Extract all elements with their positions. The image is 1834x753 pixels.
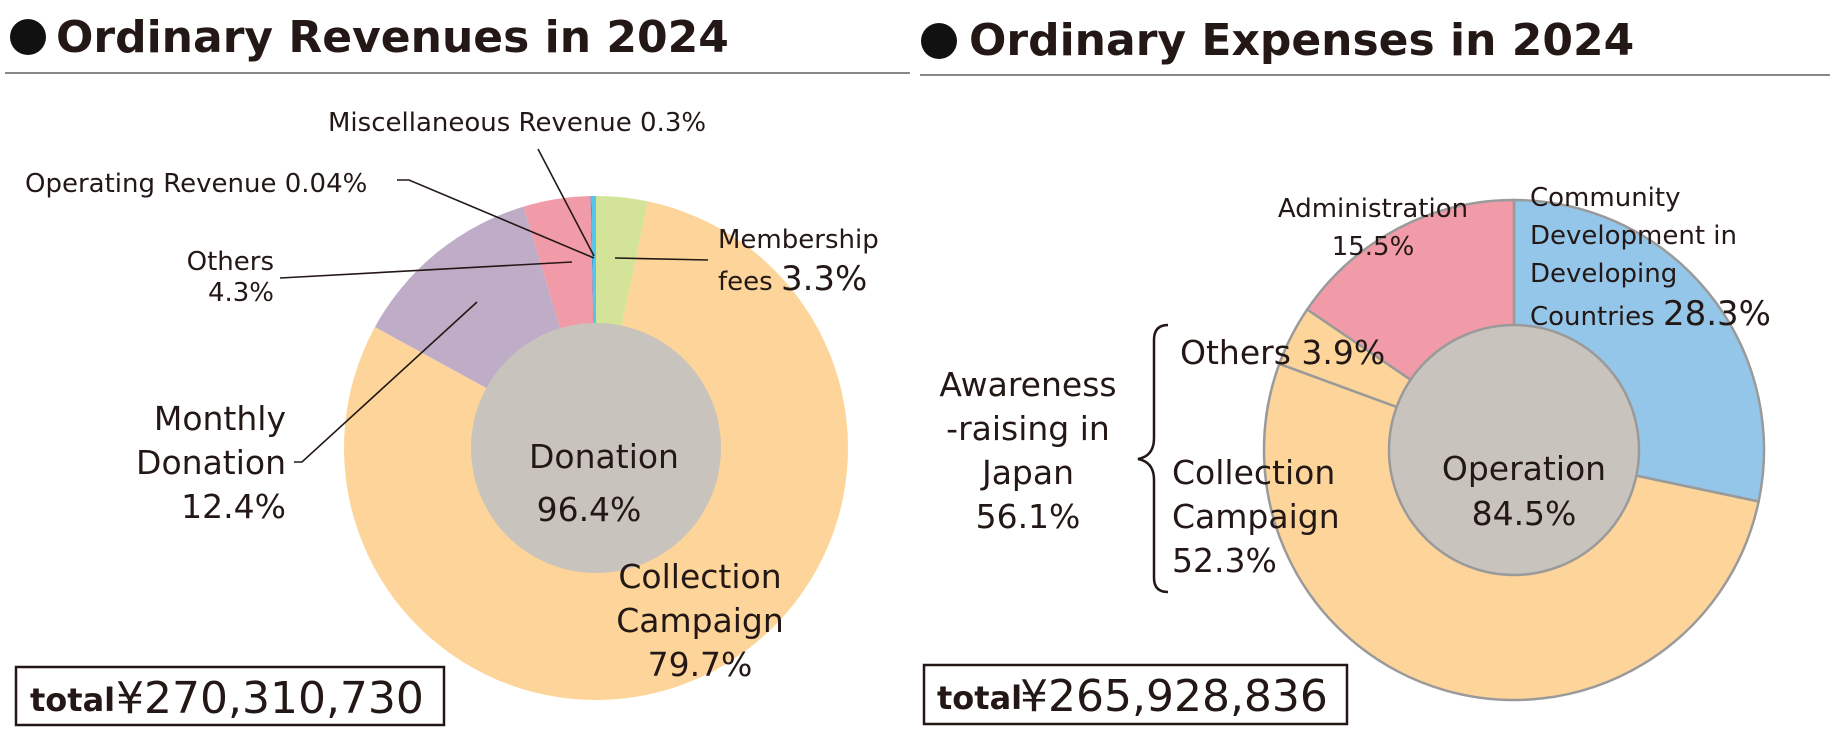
awareness-label-2: -raising in	[946, 409, 1110, 448]
operation-label: Operation	[1442, 449, 1606, 488]
community-label-2: Development in	[1530, 221, 1737, 251]
operating-label: Operating Revenue 0.04%	[25, 169, 367, 199]
leader-monthly	[294, 301, 478, 463]
revenue-panel: Ordinary Revenues in 2024 Miscellaneous …	[5, 12, 910, 727]
expense-panel: Ordinary Expenses in 2024 Community Deve…	[920, 15, 1830, 726]
leader-misc	[537, 148, 595, 257]
revenue-total-box	[14, 665, 446, 727]
misc-label: Miscellaneous Revenue 0.3%	[328, 108, 706, 138]
revenue-inner-disc	[471, 323, 721, 573]
exp-others-label: Others 3.9%	[1180, 333, 1385, 372]
awareness-label: Awareness	[939, 365, 1116, 404]
awareness-value: 56.1%	[976, 497, 1081, 536]
awareness-brace	[1137, 323, 1169, 594]
leader-membership	[614, 257, 709, 261]
exp-collection-label-2: Campaign	[1172, 497, 1340, 536]
expense-title: Ordinary Expenses in 2024	[969, 15, 1634, 66]
title-bullet-icon	[921, 23, 957, 59]
others-label: Others	[187, 247, 274, 277]
membership-label: Membership	[718, 225, 879, 255]
exp-collection-value: 52.3%	[1172, 541, 1277, 580]
awareness-label-3: Japan	[980, 453, 1074, 492]
revenue-title: Ordinary Revenues in 2024	[56, 12, 729, 63]
monthly-label-2: Donation	[136, 443, 286, 482]
admin-value: 15.5%	[1332, 232, 1415, 262]
monthly-value: 12.4%	[181, 487, 286, 526]
exp-collection-label: Collection	[1172, 453, 1335, 492]
donation-value: 96.4%	[537, 490, 642, 529]
operation-value: 84.5%	[1472, 494, 1577, 533]
leader-others	[279, 261, 573, 279]
expense-inner-disc	[1387, 323, 1641, 577]
collection-value: 79.7%	[648, 645, 753, 684]
monthly-label: Monthly	[154, 399, 286, 438]
others-value: 4.3%	[208, 278, 274, 308]
community-label: Community	[1530, 183, 1680, 213]
expense-total-value: ¥265,928,836	[1020, 671, 1328, 722]
admin-label: Administration	[1278, 194, 1468, 224]
revenue-total-value: ¥270,310,730	[116, 673, 424, 724]
expense-total-box	[922, 663, 1349, 726]
collection-label: Collection	[618, 557, 781, 596]
donation-label: Donation	[529, 437, 679, 476]
revenue-leaders	[279, 148, 709, 463]
title-bullet-icon	[10, 19, 46, 55]
expense-total-label: total	[937, 679, 1022, 717]
leader-operating	[397, 179, 595, 259]
revenue-total-label: total	[30, 681, 115, 719]
collection-label-2: Campaign	[616, 601, 784, 640]
community-label-3: Developing	[1530, 259, 1677, 289]
